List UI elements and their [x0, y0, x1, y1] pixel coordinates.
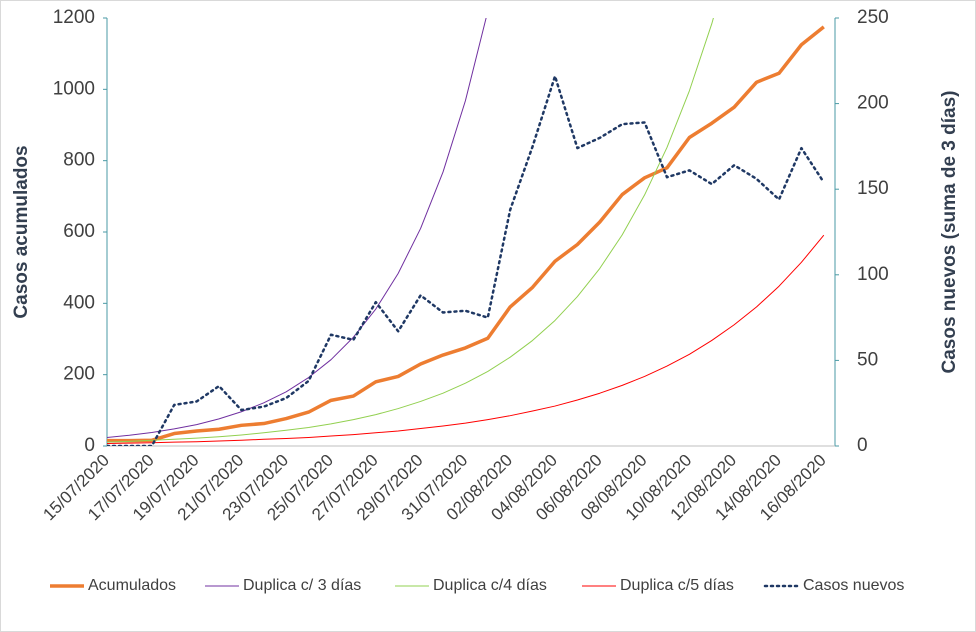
legend-label: Duplica c/4 días — [433, 577, 547, 594]
series-line — [107, 234, 825, 445]
series-line — [107, 25, 825, 443]
y2-tick-label: 100 — [857, 264, 889, 285]
y-tick-label: 800 — [63, 150, 95, 171]
y-tick-label: 0 — [84, 435, 95, 456]
series-line — [107, 18, 714, 443]
legend-label: Casos nuevos — [803, 577, 904, 594]
plot-area — [107, 18, 826, 446]
y-axis-title: Casos acumulados — [11, 145, 32, 318]
y-tick-label: 1000 — [53, 78, 95, 99]
y-tick-label: 1200 — [53, 7, 95, 28]
legend-label: Acumulados — [88, 577, 176, 594]
legend-label: Duplica c/5 días — [620, 577, 734, 594]
y-tick-label: 600 — [63, 221, 95, 242]
y-tick-label: 200 — [63, 364, 95, 385]
legend-label: Duplica c/ 3 días — [243, 577, 361, 594]
series-line — [107, 74, 826, 446]
y2-tick-label: 250 — [857, 7, 889, 28]
y2-tick-label: 150 — [857, 178, 889, 199]
y2-tick-label: 0 — [857, 435, 868, 456]
y2-tick-label: 50 — [857, 349, 878, 370]
y2-axis-title: Casos nuevos (suma de 3 días) — [939, 91, 960, 374]
series-line — [107, 18, 487, 438]
y2-tick-label: 200 — [857, 93, 889, 114]
y-tick-label: 400 — [63, 292, 95, 313]
